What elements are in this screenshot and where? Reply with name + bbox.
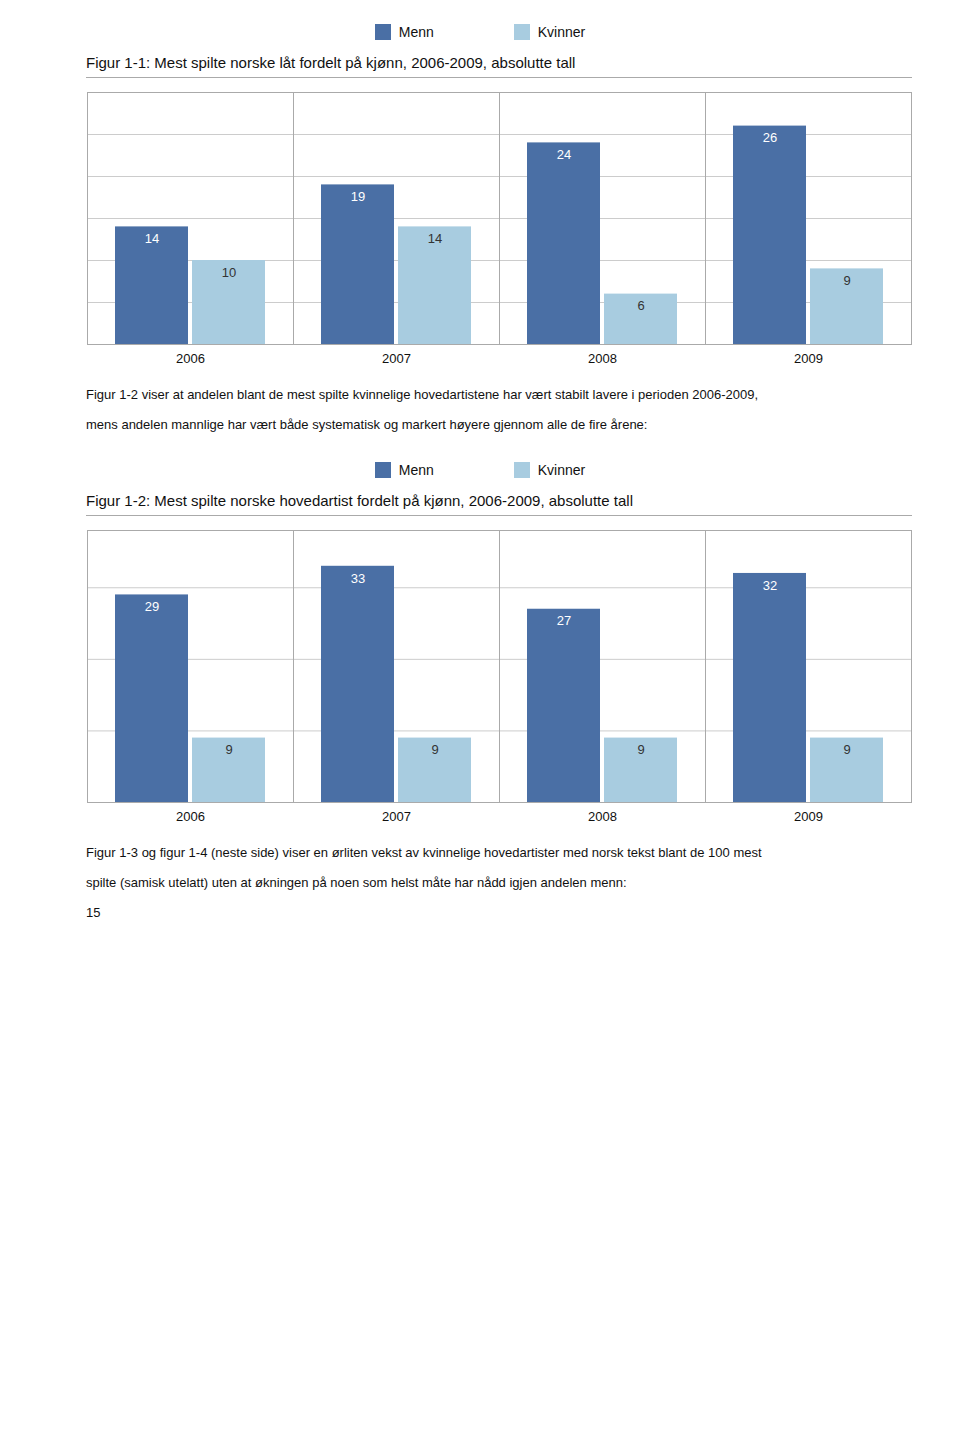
html-text:Menn: Menn [398,462,434,478]
svg-text:24: 24 [557,147,571,162]
svg-text:2006: 2006 [176,809,205,824]
svg-text:27: 27 [557,613,571,628]
html-text:Figur 1-2: Mest spilte norske: Figur 1-2: Mest spilte norske hovedartis… [86,492,633,509]
html-text:spilte (samisk utelatt) uten a: spilte (samisk utelatt) uten at økningen… [86,875,627,890]
html-text:Menn: Menn [398,24,434,40]
svg-text:10: 10 [222,265,236,280]
html-text:Kvinner: Kvinner [537,24,586,40]
html-text:mens andelen mannlige har vært: mens andelen mannlige har vært både syst… [86,417,648,432]
svg-text:6: 6 [637,298,644,313]
svg-text:9: 9 [637,742,644,757]
svg-text:9: 9 [225,742,232,757]
svg-text:2006: 2006 [176,351,205,366]
svg-text:9: 9 [843,273,850,288]
svg-text:32: 32 [763,578,777,593]
svg-text:2007: 2007 [382,809,411,824]
html-text:Figur 1-3 og figur 1-4 (neste: Figur 1-3 og figur 1-4 (neste side) vise… [86,845,762,860]
svg-text:2008: 2008 [588,809,617,824]
html-text:15: 15 [86,905,101,920]
svg-text:9: 9 [431,742,438,757]
svg-text:2008: 2008 [588,351,617,366]
html-text:Kvinner: Kvinner [537,462,586,478]
svg-text:14: 14 [428,231,442,246]
svg-text:2009: 2009 [794,809,823,824]
svg-text:2007: 2007 [382,351,411,366]
svg-text:9: 9 [843,742,850,757]
svg-text:19: 19 [351,189,365,204]
svg-text:26: 26 [763,130,777,145]
svg-text:2009: 2009 [794,351,823,366]
html-text:Figur 1-1: Mest spilte norske: Figur 1-1: Mest spilte norske låt fordel… [86,54,576,71]
svg-text:29: 29 [145,599,159,614]
svg-text:14: 14 [145,231,159,246]
svg-text:33: 33 [351,571,365,586]
html-text:Figur 1-2 viser at andelen bla: Figur 1-2 viser at andelen blant de mest… [86,387,759,402]
